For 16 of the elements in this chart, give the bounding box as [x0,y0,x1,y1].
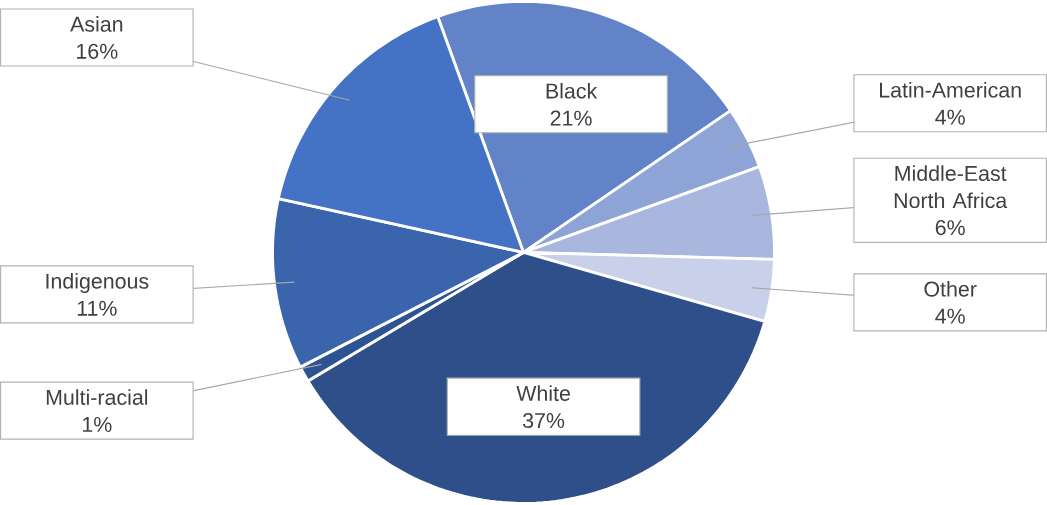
slice-label: Middle-East North Africa [894,165,1008,209]
data-label: 11% [77,300,117,316]
slice-label: White [516,385,570,402]
slice-label: Other [924,281,977,297]
slice-label: Black [546,82,598,99]
slice-label: Asian [70,16,123,32]
data-label: 6% [935,220,965,236]
data-label: 4% [935,308,965,324]
data-label: 37% [522,413,565,429]
data-label: 21% [550,110,592,126]
data-label: 1% [83,417,112,433]
data-label: 16% [77,43,118,59]
slice-label: Latin-American [880,82,1021,98]
data-label: 4% [935,109,965,125]
slice-label: Indigenous [46,273,149,294]
slice-label: Multi-racial [46,389,148,406]
